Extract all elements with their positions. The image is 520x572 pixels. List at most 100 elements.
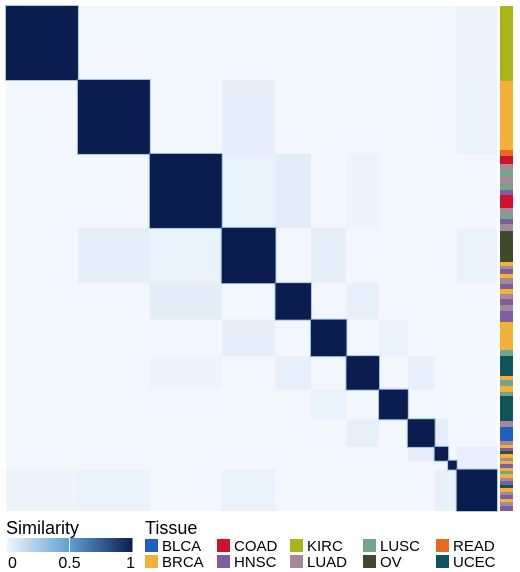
tissue-legend-swatch-lusc [363,539,376,552]
heatmap-block-cluster-7 [346,356,380,390]
similarity-heatmap [5,5,498,512]
tissue-annotation-segment-luad [500,478,513,481]
tissue-annotation-segment-brca [500,386,513,392]
tissue-legend-label-blca: BLCA [162,538,201,555]
tissue-legend-label-brca: BRCA [162,554,204,571]
tissue-annotation-segment-hnsc [500,299,513,305]
heatmap-offdiag-cell [275,356,311,390]
tissue-annotation-segment-ov [500,231,513,262]
heatmap-offdiag-cell [221,153,276,228]
heatmap-block-cluster-4 [221,227,276,284]
tissue-annotation-segment-brca [500,262,513,266]
tissue-legend-swatch-blca [145,539,158,552]
tissue-annotation-segment-luad [500,278,513,284]
tissue-annotation-segment-read [500,150,513,156]
tissue-legend-swatch-coad [217,539,230,552]
tissue-legend-swatch-brca [145,555,158,568]
heatmap-block-cluster-10 [434,446,449,461]
tissue-legend-label-kirc: KIRC [307,538,343,555]
tissue-legend-title: Tissue [145,518,197,538]
tissue-annotation-bar [500,6,513,511]
tissue-annotation-segment-hnsc [500,190,513,195]
similarity-legend-title: Similarity [6,518,79,538]
heatmap-offdiag-cell [221,79,276,154]
heatmap-offdiag-cell [275,153,311,228]
heatmap-offdiag-cell [407,356,435,390]
tissue-annotation-segment-hnsc [500,284,513,289]
tissue-annotation-segment-luad [500,164,513,170]
tissue-annotation-segment-brca [500,454,513,458]
tissue-legend-label-ucec: UCEC [453,554,496,571]
tissue-annotation-segment-brca [500,499,513,502]
tissue-annotation-segment-brca [500,376,513,380]
similarity-tick-label: 0.5 [58,555,80,572]
heatmap-block-cluster-3 [149,153,222,228]
tissue-annotation-segment-hnsc [500,495,513,499]
tissue-annotation-segment-hnsc [500,464,513,468]
heatmap-offdiag-cell [456,446,497,461]
tissue-annotation-segment-brca [500,474,513,478]
tissue-annotation-segment-brca [500,468,513,471]
heatmap-offdiag-cell [346,419,380,447]
tissue-annotation-segment-luad [500,502,513,506]
tissue-annotation-segment-brca [500,81,513,150]
tissue-annotation-segment-hnsc [500,269,513,274]
tissue-annotation-segment-ucec [500,485,513,488]
heatmap-offdiag-cell [407,446,435,461]
tissue-annotation-segment-brca [500,322,513,350]
tissue-annotation-segment-lusc [500,184,513,190]
heatmap-offdiag-cell [456,227,497,284]
heatmap-offdiag-cell [456,460,497,470]
tissue-annotation-segment-luad [500,294,513,299]
heatmap-offdiag-cell [77,469,150,511]
tissue-annotation-segment-coad [500,156,513,164]
tissue-legend-swatch-kirc [290,539,303,552]
tissue-legend-swatch-hnsc [217,555,230,568]
tissue-annotation-segment-kirc [500,6,513,81]
tissue-legend-swatch-ucec [436,555,449,568]
tissue-annotation-segment-lusc [500,170,513,176]
tissue-annotation-segment-lusc [500,471,513,474]
tissue-legend-swatch-read [436,539,449,552]
heatmap-block-cluster-1 [6,6,78,80]
heatmap-offdiag-cell [346,283,380,320]
heatmap-offdiag-cell [379,319,408,357]
tissue-annotation-segment-lusc [500,380,513,386]
tissue-annotation-segment-brca [500,488,513,492]
heatmap-offdiag-cell [434,419,449,447]
tissue-annotation-segment-luad [500,266,513,269]
tissue-annotation-segment-lusc [500,350,513,356]
heatmap-block-cluster-11 [448,460,457,470]
tissue-annotation-segment-brca [500,445,513,448]
heatmap-offdiag-cell [310,227,347,284]
tissue-annotation-segment-ucec [500,356,513,376]
tissue-annotation-segment-luad [500,492,513,495]
similarity-legend: Similarity 0 0.5 1 [5,518,135,572]
heatmap-offdiag-cell [149,227,222,284]
heatmap-offdiag-cell [448,469,457,511]
heatmap-offdiag-cell [77,227,150,284]
tissue-legend-label-coad: COAD [234,538,278,555]
heatmap-offdiag-cell [149,283,222,320]
tissue-legend-label-ov: OV [380,554,402,571]
heatmap-block-cluster-12 [456,469,497,511]
tissue-annotation-segment-hnsc [500,219,513,224]
tissue-annotation-segment-hnsc [500,448,513,451]
tissue-annotation-segment-brca [500,274,513,278]
tissue-annotation-segment-luad [500,421,513,427]
heatmap-block-cluster-9 [407,419,435,447]
heatmap-offdiag-cell [221,469,276,511]
tissue-annotation-segment-luad [500,458,513,461]
tissue-annotation-segment-luad [500,208,513,213]
tissue-legend-label-read: READ [453,538,495,555]
similarity-legend-ticks: 0 0.5 1 [5,538,135,572]
tissue-annotation-segment-luad [500,305,513,311]
tissue-legend-label-luad: LUAD [307,554,347,571]
tissue-annotation-segment-blca [500,427,513,441]
heatmap-offdiag-cell [456,6,497,80]
heatmap-block-cluster-5 [275,283,311,320]
tissue-annotation-segment-ov [500,451,513,454]
heatmap-offdiag-cell [310,389,347,420]
heatmap-offdiag-cell [434,469,449,511]
